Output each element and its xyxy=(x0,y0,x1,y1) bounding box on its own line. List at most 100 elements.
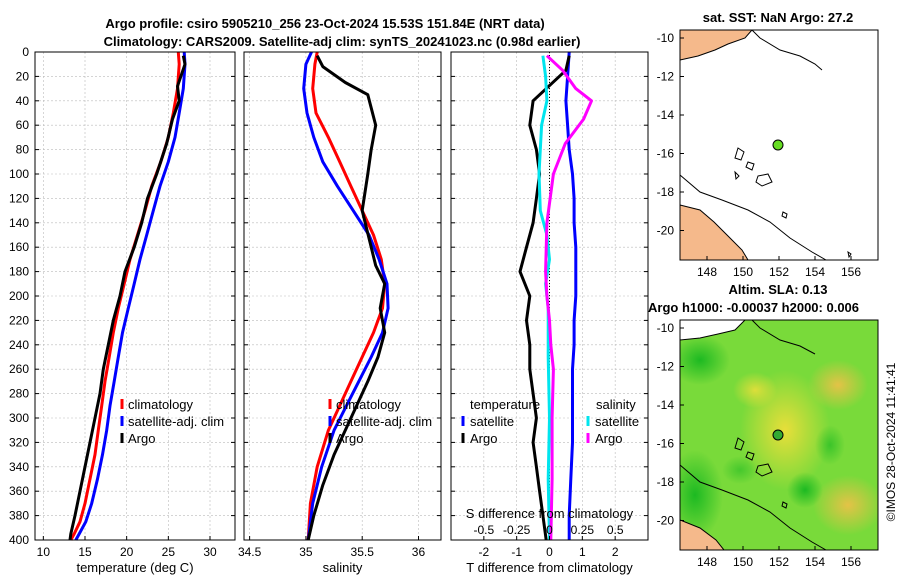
y-tick-label: 100 xyxy=(9,167,29,181)
land-shape xyxy=(679,29,754,61)
map-y-tick-label: -12 xyxy=(657,360,675,374)
sla-map: 148 150 152 154 156 -10 -12 -14 -16 -18 -20 xyxy=(657,319,879,569)
map-x-tick-label: 156 xyxy=(841,265,861,279)
series-line-salinity-satellite xyxy=(537,55,551,541)
y-tick-label: 140 xyxy=(9,216,29,230)
legend-label: satellite xyxy=(595,414,639,429)
copyright-stamp: ©IMOS 28-Oct-2024 11:41:41 xyxy=(884,362,898,521)
legend-label: satellite xyxy=(470,414,514,429)
map-y-tick-label: -14 xyxy=(657,398,675,412)
x-axis-label: T difference from climatology xyxy=(466,560,633,575)
y-tick-label: 180 xyxy=(9,265,29,279)
map-y-tick-label: -20 xyxy=(657,224,675,238)
map-x-tick-label: 148 xyxy=(697,265,717,279)
series-line-argo xyxy=(306,55,387,541)
y-tick-label: 380 xyxy=(9,509,29,523)
map-x-tick-label: 154 xyxy=(805,265,825,279)
map-x-tick-label: 148 xyxy=(697,555,717,569)
x-tick-label: 25 xyxy=(162,545,176,559)
legend-header: temperature xyxy=(470,397,540,412)
y-tick-label: 120 xyxy=(9,191,29,205)
map-x-tick-label: 150 xyxy=(733,265,753,279)
x-tick-label: 35.5 xyxy=(351,545,375,559)
x-tick-label: 20 xyxy=(120,545,134,559)
sst-map: 148 150 152 154 156 -10 -12 -14 -16 -18 -20 xyxy=(657,29,879,279)
main-title-line1: Argo profile: csiro 5905210_256 23-Oct-2… xyxy=(105,16,544,31)
legend-header: salinity xyxy=(596,397,636,412)
float-marker xyxy=(772,139,784,151)
map-y-tick-label: -10 xyxy=(657,31,675,45)
top-x-tick-label: 0.25 xyxy=(571,523,595,537)
sla-map-title-line1: Altim. SLA: 0.13 xyxy=(729,282,828,297)
y-tick-label: 20 xyxy=(16,69,30,83)
y-tick-label: 280 xyxy=(9,387,29,401)
difference-panel: -2 -1 0 1 2T difference from climatology S di… xyxy=(450,51,649,575)
map-x-tick-label: 152 xyxy=(769,265,789,279)
y-tick-label: 80 xyxy=(16,143,30,157)
legend-label: satellite-adj. clim xyxy=(128,414,224,429)
y-tick-label: 40 xyxy=(16,94,30,108)
temperature-panel: 0 20 40 60 80 100 120 140 160 180 200 220 240 260 280 3… xyxy=(9,45,236,575)
map-x-tick-label: 156 xyxy=(841,555,861,569)
x-tick-label: 1 xyxy=(579,545,586,559)
main-title-line2: Climatology: CARS2009. Satellite-adj cli… xyxy=(104,34,581,49)
x-tick-label: 10 xyxy=(37,545,51,559)
salinity-panel: 34.5 35 35.5 36 salinity climatology satellite… xyxy=(238,51,442,575)
series-line-temperature-argo xyxy=(518,55,571,541)
top-x-tick-label: -0.25 xyxy=(503,523,531,537)
x-tick-label: -1 xyxy=(511,545,522,559)
legend-label: climatology xyxy=(128,397,194,412)
y-tick-label: 200 xyxy=(9,289,29,303)
sla-map-title-line2: Argo h1000: -0.00037 h2000: 0.006 xyxy=(648,300,859,315)
top-x-tick-label: 0.5 xyxy=(607,523,624,537)
x-axis-label: salinity xyxy=(323,560,363,575)
map-x-tick-label: 152 xyxy=(769,555,789,569)
y-tick-label: 0 xyxy=(22,45,29,59)
map-y-tick-label: -16 xyxy=(657,147,675,161)
y-tick-label: 320 xyxy=(9,435,29,449)
series-line-temperature-satellite xyxy=(564,51,578,540)
map-y-tick-label: -16 xyxy=(657,437,675,451)
series-line-argo xyxy=(68,55,187,541)
top-x-tick-label: 0 xyxy=(546,523,553,537)
x-tick-label: 35 xyxy=(299,545,313,559)
x-tick-label: 34.5 xyxy=(238,545,262,559)
sla-map-axes: 148 150 152 154 156 -10 -12 -14 -16 -18 -20 xyxy=(657,321,862,569)
series-line-salinity-argo xyxy=(544,54,593,541)
sst-map-title: sat. SST: NaN Argo: 27.2 xyxy=(703,10,854,25)
x-axis-label: temperature (deg C) xyxy=(76,560,193,575)
island-outlines xyxy=(734,147,852,259)
map-y-tick-label: -18 xyxy=(657,185,675,199)
series-line-satellite-adj-clim xyxy=(74,51,187,541)
legend-label: Argo xyxy=(595,431,622,446)
x-tick-label: 36 xyxy=(412,545,426,559)
y-tick-label: 220 xyxy=(9,313,29,327)
map-y-tick-label: -14 xyxy=(657,108,675,122)
series-line-satellite-adj-clim xyxy=(302,51,390,541)
map-x-tick-label: 154 xyxy=(805,555,825,569)
map-y-tick-label: -20 xyxy=(657,514,675,528)
y-tick-label: 240 xyxy=(9,338,29,352)
top-x-axis-label: S difference from climatology xyxy=(466,506,634,521)
y-tick-label: 360 xyxy=(9,484,29,498)
legend-label: Argo xyxy=(128,431,155,446)
map-x-tick-label: 150 xyxy=(733,555,753,569)
x-tick-label: 0 xyxy=(546,545,553,559)
float-marker xyxy=(772,429,784,441)
legend-label: Argo xyxy=(470,431,497,446)
x-tick-label: -2 xyxy=(478,545,489,559)
x-tick-label: 30 xyxy=(203,545,217,559)
map-y-tick-label: -10 xyxy=(657,321,675,335)
top-x-tick-label: -0.5 xyxy=(473,523,494,537)
y-tick-label: 340 xyxy=(9,460,29,474)
legend-label: Argo xyxy=(336,431,363,446)
map-y-tick-label: -18 xyxy=(657,475,675,489)
reef-outline xyxy=(679,174,827,261)
reef-outline xyxy=(751,29,823,71)
y-tick-label: 60 xyxy=(16,118,30,132)
y-tick-label: 400 xyxy=(9,533,29,547)
y-tick-label: 160 xyxy=(9,240,29,254)
x-tick-label: 2 xyxy=(612,545,619,559)
legend-label: satellite-adj. clim xyxy=(336,414,432,429)
